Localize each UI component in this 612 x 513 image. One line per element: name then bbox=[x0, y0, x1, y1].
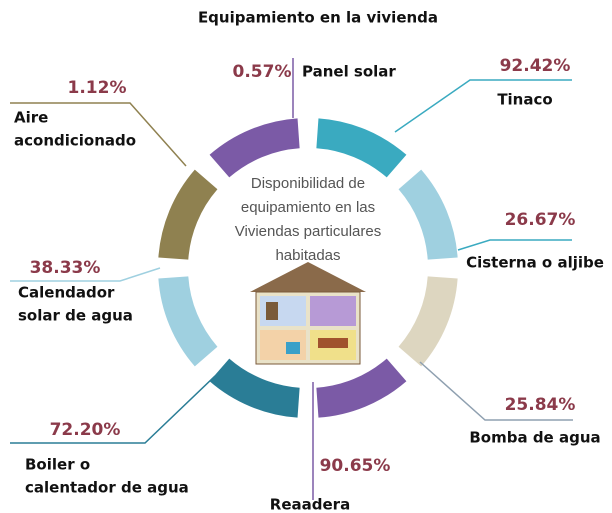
title: Equipamiento en la vivienda bbox=[198, 9, 438, 27]
leader-line bbox=[419, 361, 573, 421]
item-value: 90.65% bbox=[320, 456, 391, 476]
center-text: Viviendas particulares bbox=[235, 223, 381, 240]
leader-line bbox=[457, 239, 572, 251]
leader-line bbox=[394, 79, 572, 133]
item-value: 38.33% bbox=[30, 258, 101, 278]
ring-segment bbox=[158, 169, 218, 260]
item-value: 92.42% bbox=[500, 56, 571, 76]
item-value: 26.67% bbox=[505, 210, 576, 230]
item-label: calentador de agua bbox=[25, 479, 189, 497]
ring-segment bbox=[398, 169, 458, 260]
center-text: equipamiento en las bbox=[241, 199, 375, 216]
item-label: Boiler o bbox=[25, 456, 90, 474]
item-value: 72.20% bbox=[50, 420, 121, 440]
ring-segment bbox=[398, 276, 458, 367]
item-value: 25.84% bbox=[505, 395, 576, 415]
item-label: Cisterna o aljibe bbox=[466, 254, 604, 272]
item-label: Tinaco bbox=[497, 91, 552, 109]
item-label: solar de agua bbox=[18, 307, 133, 325]
ring-segment bbox=[209, 118, 300, 178]
ring-segment bbox=[158, 276, 218, 367]
item-value: 0.57% bbox=[233, 62, 292, 82]
item-label: Reaadera bbox=[270, 496, 350, 513]
leader-line bbox=[10, 267, 161, 282]
ring-segment bbox=[209, 358, 300, 418]
labels: Disponibilidad de equipamiento en las Vivi… bbox=[10, 56, 604, 513]
center-text: habitadas bbox=[275, 247, 340, 264]
leader-line bbox=[10, 375, 216, 444]
item-label: acondicionado bbox=[14, 132, 136, 150]
item-label: Calendador bbox=[18, 284, 115, 302]
leader-line bbox=[10, 102, 187, 167]
center-text: Disponibilidad de bbox=[251, 175, 365, 192]
item-label: Aire bbox=[14, 109, 48, 127]
item-label: Bomba de agua bbox=[469, 429, 600, 447]
item-value: 1.12% bbox=[68, 78, 127, 98]
item-label: Panel solar bbox=[302, 63, 396, 81]
ring-segment bbox=[316, 118, 407, 178]
ring-segment bbox=[316, 358, 407, 418]
house bbox=[250, 262, 366, 365]
ring bbox=[158, 118, 458, 418]
